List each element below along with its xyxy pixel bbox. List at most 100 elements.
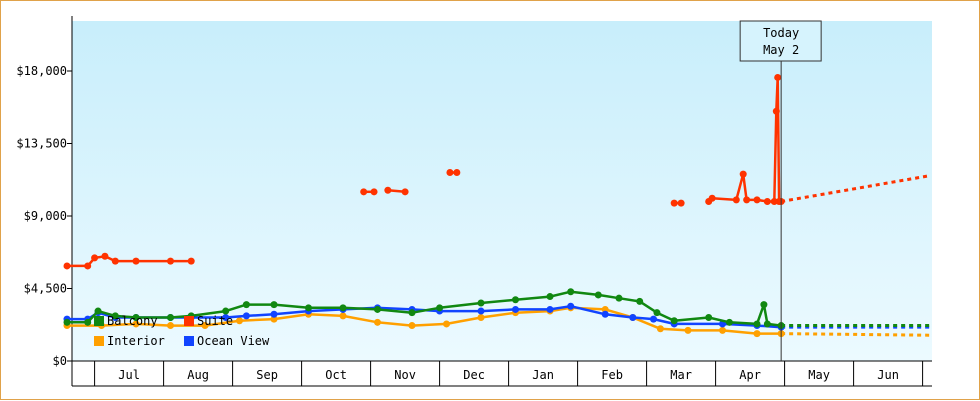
balcony-point [653, 309, 661, 317]
legend-label-ocean-view: Ocean View [197, 334, 270, 348]
interior-point [656, 325, 664, 333]
balcony-point [477, 299, 485, 307]
x-tick-label: Oct [325, 368, 347, 382]
suite-point [91, 254, 99, 262]
balcony-point [760, 301, 768, 309]
y-tick-label: $4,500 [24, 282, 67, 296]
x-tick-label: Sep [256, 368, 278, 382]
suite-point [453, 169, 461, 176]
suite-point [770, 198, 778, 205]
interior-point [236, 317, 243, 325]
interior-point [477, 314, 485, 321]
x-tick-label: Jul [118, 368, 140, 382]
balcony-point [270, 301, 278, 309]
legend-swatch-balcony [94, 316, 104, 326]
suite-point [101, 252, 109, 260]
ocean-view-point [650, 315, 657, 323]
balcony-point [753, 320, 761, 328]
legend-swatch-ocean-view [184, 336, 194, 346]
ocean-view-point [270, 310, 278, 318]
balcony-point [436, 304, 444, 312]
interior-point [753, 330, 761, 338]
interior-point [408, 322, 416, 330]
interior-point [684, 326, 692, 334]
suite-point [772, 107, 780, 115]
balcony-point [615, 294, 623, 302]
interior-projection [781, 332, 930, 337]
interior-point [443, 320, 450, 328]
ocean-view-point [512, 305, 519, 313]
today-marker: Today May 2 [739, 20, 822, 361]
legend-label-balcony: Balcony [107, 314, 158, 328]
x-tick-label: Jan [532, 368, 554, 382]
balcony-point [408, 309, 416, 317]
balcony-point [594, 291, 602, 299]
suite-point [732, 196, 740, 204]
balcony-point [242, 301, 250, 309]
series-suite [63, 73, 930, 270]
y-tick-label: $9,000 [24, 209, 67, 223]
balcony-point [84, 318, 92, 326]
interior-point [339, 312, 347, 320]
suite-line [707, 76, 782, 203]
suite-point [774, 73, 782, 81]
x-tick-label: Dec [463, 368, 485, 382]
interior-point [601, 305, 609, 313]
x-tick-label: Jun [877, 368, 899, 382]
suite-point [739, 170, 747, 178]
legend-label-suite: Suite [197, 314, 233, 328]
suite-point [187, 257, 195, 265]
series-layer [63, 73, 930, 338]
plot-background [72, 21, 932, 361]
balcony-point [63, 318, 71, 326]
suite-point [763, 198, 771, 205]
interior-point [719, 326, 726, 334]
x-tick-label: Aug [187, 368, 209, 382]
ocean-view-point [222, 314, 230, 321]
suite-point [401, 188, 409, 196]
x-tick-label: Mar [670, 368, 692, 382]
today-date: May 2 [763, 43, 799, 57]
suite-point [132, 257, 140, 265]
x-tick-label: May [808, 368, 830, 382]
x-tick-label: Apr [739, 368, 761, 382]
suite-point [370, 188, 378, 196]
ocean-view-point [242, 312, 250, 320]
y-tick-label: $13,500 [16, 137, 67, 151]
suite-point [63, 262, 71, 270]
interior-point [201, 322, 209, 330]
suite-point [708, 194, 716, 202]
balcony-point [705, 314, 713, 321]
legend-swatch-suite [184, 316, 194, 326]
suite-projection [780, 174, 930, 203]
ocean-view-point [567, 302, 575, 310]
x-axis: Jul Aug Sep Oct Nov Dec Jan Feb Mar Apr May Jun [72, 360, 932, 387]
interior-point [167, 322, 174, 330]
suite-point [743, 196, 751, 204]
balcony-point [670, 317, 678, 325]
y-axis: $0 $4,500 $9,000 $13,500 $18,000 [16, 16, 73, 386]
balcony-point [567, 288, 575, 296]
ocean-view-point [629, 314, 637, 321]
interior-point [132, 320, 140, 328]
legend: Balcony Suite Interior Ocean View [94, 314, 270, 348]
balcony-point [305, 304, 312, 312]
balcony-point [167, 314, 174, 321]
x-tick-label: Feb [601, 368, 623, 382]
balcony-point [512, 296, 519, 304]
ocean-view-point [546, 305, 554, 313]
ocean-view-point [477, 307, 485, 315]
suite-point [753, 196, 761, 204]
balcony-point [763, 320, 771, 328]
suite-point [84, 262, 92, 270]
interior-point [270, 315, 278, 323]
today-box [739, 20, 822, 62]
suite-point [111, 257, 119, 265]
balcony-point [636, 297, 644, 305]
suite-point [677, 199, 685, 207]
suite-point [384, 186, 392, 194]
balcony-point [546, 293, 554, 301]
x-tick-label: Nov [394, 368, 416, 382]
suite-point [167, 257, 174, 265]
